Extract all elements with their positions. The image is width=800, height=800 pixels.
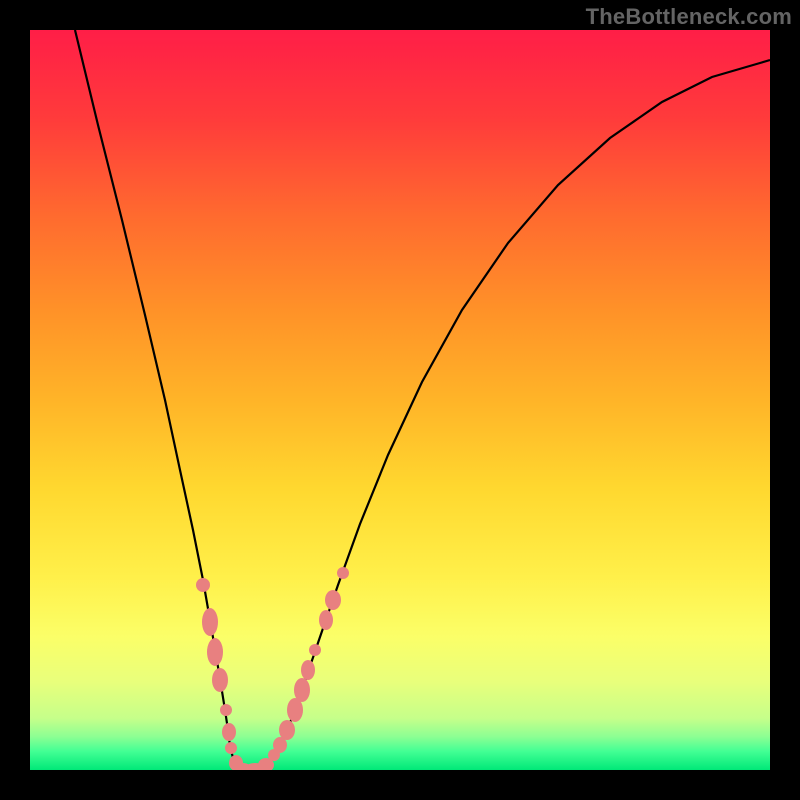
watermark-text: TheBottleneck.com xyxy=(586,4,792,30)
data-marker xyxy=(212,668,228,692)
plot-area xyxy=(30,30,770,770)
data-marker xyxy=(319,610,333,630)
gradient-background xyxy=(30,30,770,770)
data-marker xyxy=(202,608,218,636)
data-marker xyxy=(279,720,295,740)
data-marker xyxy=(225,742,237,754)
data-marker xyxy=(337,567,349,579)
data-marker xyxy=(325,590,341,610)
data-marker xyxy=(196,578,210,592)
data-marker xyxy=(220,704,232,716)
data-marker xyxy=(294,678,310,702)
chart-svg xyxy=(30,30,770,770)
data-marker xyxy=(222,723,236,741)
data-marker xyxy=(301,660,315,680)
data-marker xyxy=(309,644,321,656)
data-marker xyxy=(207,638,223,666)
